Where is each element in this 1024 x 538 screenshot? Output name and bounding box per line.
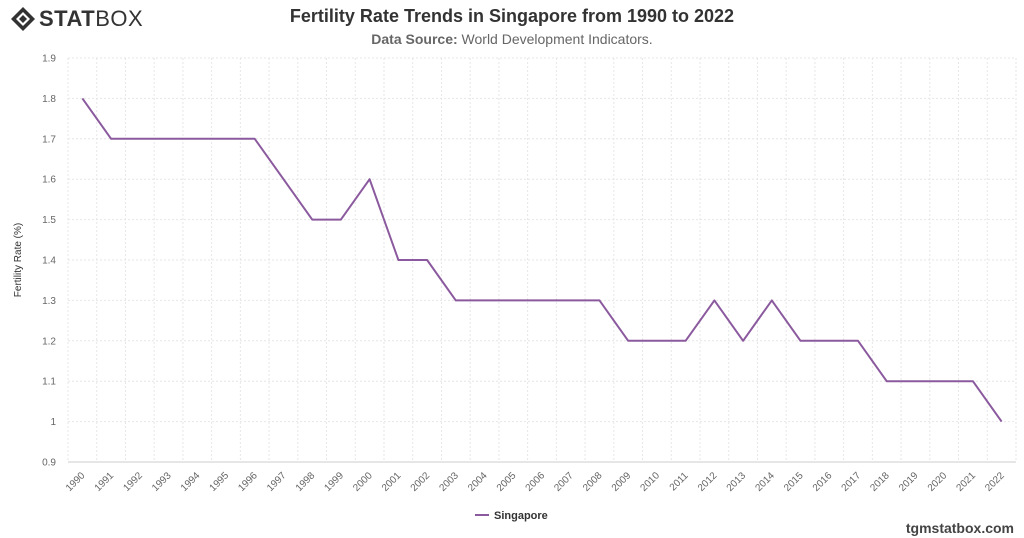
x-tick-label: 2000 xyxy=(351,470,375,494)
statbox-logo: STATBOX xyxy=(10,6,143,32)
y-tick-label: 1.5 xyxy=(42,215,56,226)
y-tick-label: 1.8 xyxy=(42,94,56,105)
legend[interactable]: Singapore xyxy=(475,510,548,522)
x-tick-label: 2022 xyxy=(983,470,1007,494)
x-tick-label: 2020 xyxy=(926,470,950,494)
x-tick-label: 1999 xyxy=(323,470,347,494)
diamond-logo-icon xyxy=(11,7,35,31)
y-tick-label: 1 xyxy=(50,417,56,428)
x-tick-label: 2012 xyxy=(696,470,720,494)
data-point[interactable] xyxy=(249,133,261,145)
x-tick-label: 2021 xyxy=(955,470,979,494)
data-point[interactable] xyxy=(651,335,663,347)
data-point[interactable] xyxy=(766,294,778,306)
x-tick-label: 1991 xyxy=(93,470,117,494)
data-point[interactable] xyxy=(220,133,232,145)
logo-text: STATBOX xyxy=(39,6,143,32)
data-point[interactable] xyxy=(364,173,376,185)
x-tick-label: 2019 xyxy=(897,470,921,494)
y-tick-label: 1.4 xyxy=(42,256,56,267)
y-tick-label: 1.9 xyxy=(42,54,56,65)
x-tick-label: 2014 xyxy=(753,470,777,494)
data-point[interactable] xyxy=(795,335,807,347)
data-point[interactable] xyxy=(622,335,634,347)
x-tick-label: 2009 xyxy=(610,470,634,494)
data-point[interactable] xyxy=(593,294,605,306)
x-tick-label: 2001 xyxy=(380,470,404,494)
data-source-label: Data Source: xyxy=(371,31,458,47)
y-tick-label: 1.2 xyxy=(42,336,56,347)
logo-text-light: BOX xyxy=(95,6,144,31)
y-tick-label: 1.3 xyxy=(42,296,56,307)
data-point[interactable] xyxy=(852,335,864,347)
series-layer xyxy=(76,92,1008,428)
series-line-singapore[interactable] xyxy=(81,97,1003,423)
y-tick-label: 0.9 xyxy=(42,458,56,469)
x-tick-label: 2016 xyxy=(811,470,835,494)
data-point[interactable] xyxy=(737,335,749,347)
x-tick-label: 2004 xyxy=(466,470,490,494)
data-point[interactable] xyxy=(479,294,491,306)
data-point[interactable] xyxy=(306,214,318,226)
y-tick-label: 1.6 xyxy=(42,175,56,186)
data-point[interactable] xyxy=(450,294,462,306)
x-tick-label: 2006 xyxy=(524,470,548,494)
data-source-value: World Development Indicators. xyxy=(457,31,653,47)
grid-lines xyxy=(67,57,1017,463)
data-point[interactable] xyxy=(536,294,548,306)
data-point[interactable] xyxy=(996,416,1008,428)
data-point[interactable] xyxy=(823,335,835,347)
x-tick-label: 2017 xyxy=(840,470,864,494)
data-point[interactable] xyxy=(938,375,950,387)
x-tick-label: 2005 xyxy=(495,470,519,494)
data-point[interactable] xyxy=(909,375,921,387)
data-point[interactable] xyxy=(565,294,577,306)
data-point[interactable] xyxy=(392,254,404,266)
data-point[interactable] xyxy=(191,133,203,145)
x-tick-label: 1994 xyxy=(179,470,203,494)
data-point[interactable] xyxy=(335,214,347,226)
data-point[interactable] xyxy=(507,294,519,306)
x-tick-label: 1992 xyxy=(121,470,145,494)
x-tick-label: 2007 xyxy=(552,470,576,494)
chart-title: Fertility Rate Trends in Singapore from … xyxy=(289,6,735,26)
data-point[interactable] xyxy=(163,133,175,145)
x-tick-label: 2015 xyxy=(782,470,806,494)
watermark: tgmstatbox.com xyxy=(905,520,1014,536)
x-tick-label: 2010 xyxy=(639,470,663,494)
x-tick-label: 1996 xyxy=(236,470,260,494)
data-point[interactable] xyxy=(708,294,720,306)
logo-text-bold: STAT xyxy=(39,6,96,31)
y-tick-label: 1.7 xyxy=(42,134,56,145)
x-tick-label: 2018 xyxy=(868,470,892,494)
data-point[interactable] xyxy=(76,92,88,104)
chart-subtitle: Data Source: World Development Indicator… xyxy=(0,31,1024,47)
x-tick-label: 1995 xyxy=(208,470,232,494)
data-point[interactable] xyxy=(680,335,692,347)
data-point[interactable] xyxy=(881,375,893,387)
data-point[interactable] xyxy=(277,173,289,185)
x-tick-label: 1997 xyxy=(265,470,289,494)
y-tick-label: 1.1 xyxy=(42,377,56,388)
x-tick-label: 2011 xyxy=(668,470,691,493)
x-tick-label: 2003 xyxy=(437,470,461,494)
y-axis-title: Fertility Rate (%) xyxy=(13,223,24,297)
data-point[interactable] xyxy=(134,133,146,145)
x-tick-label: 2013 xyxy=(725,470,749,494)
data-point[interactable] xyxy=(967,375,979,387)
data-point[interactable] xyxy=(105,133,117,145)
x-tick-label: 1998 xyxy=(294,470,318,494)
x-tick-label: 2002 xyxy=(409,470,433,494)
x-tick-label: 2008 xyxy=(581,470,605,494)
data-point[interactable] xyxy=(421,254,433,266)
legend-label-singapore[interactable]: Singapore xyxy=(494,510,548,522)
x-tick-label: 1993 xyxy=(150,470,174,494)
x-tick-label: 1990 xyxy=(64,470,88,494)
